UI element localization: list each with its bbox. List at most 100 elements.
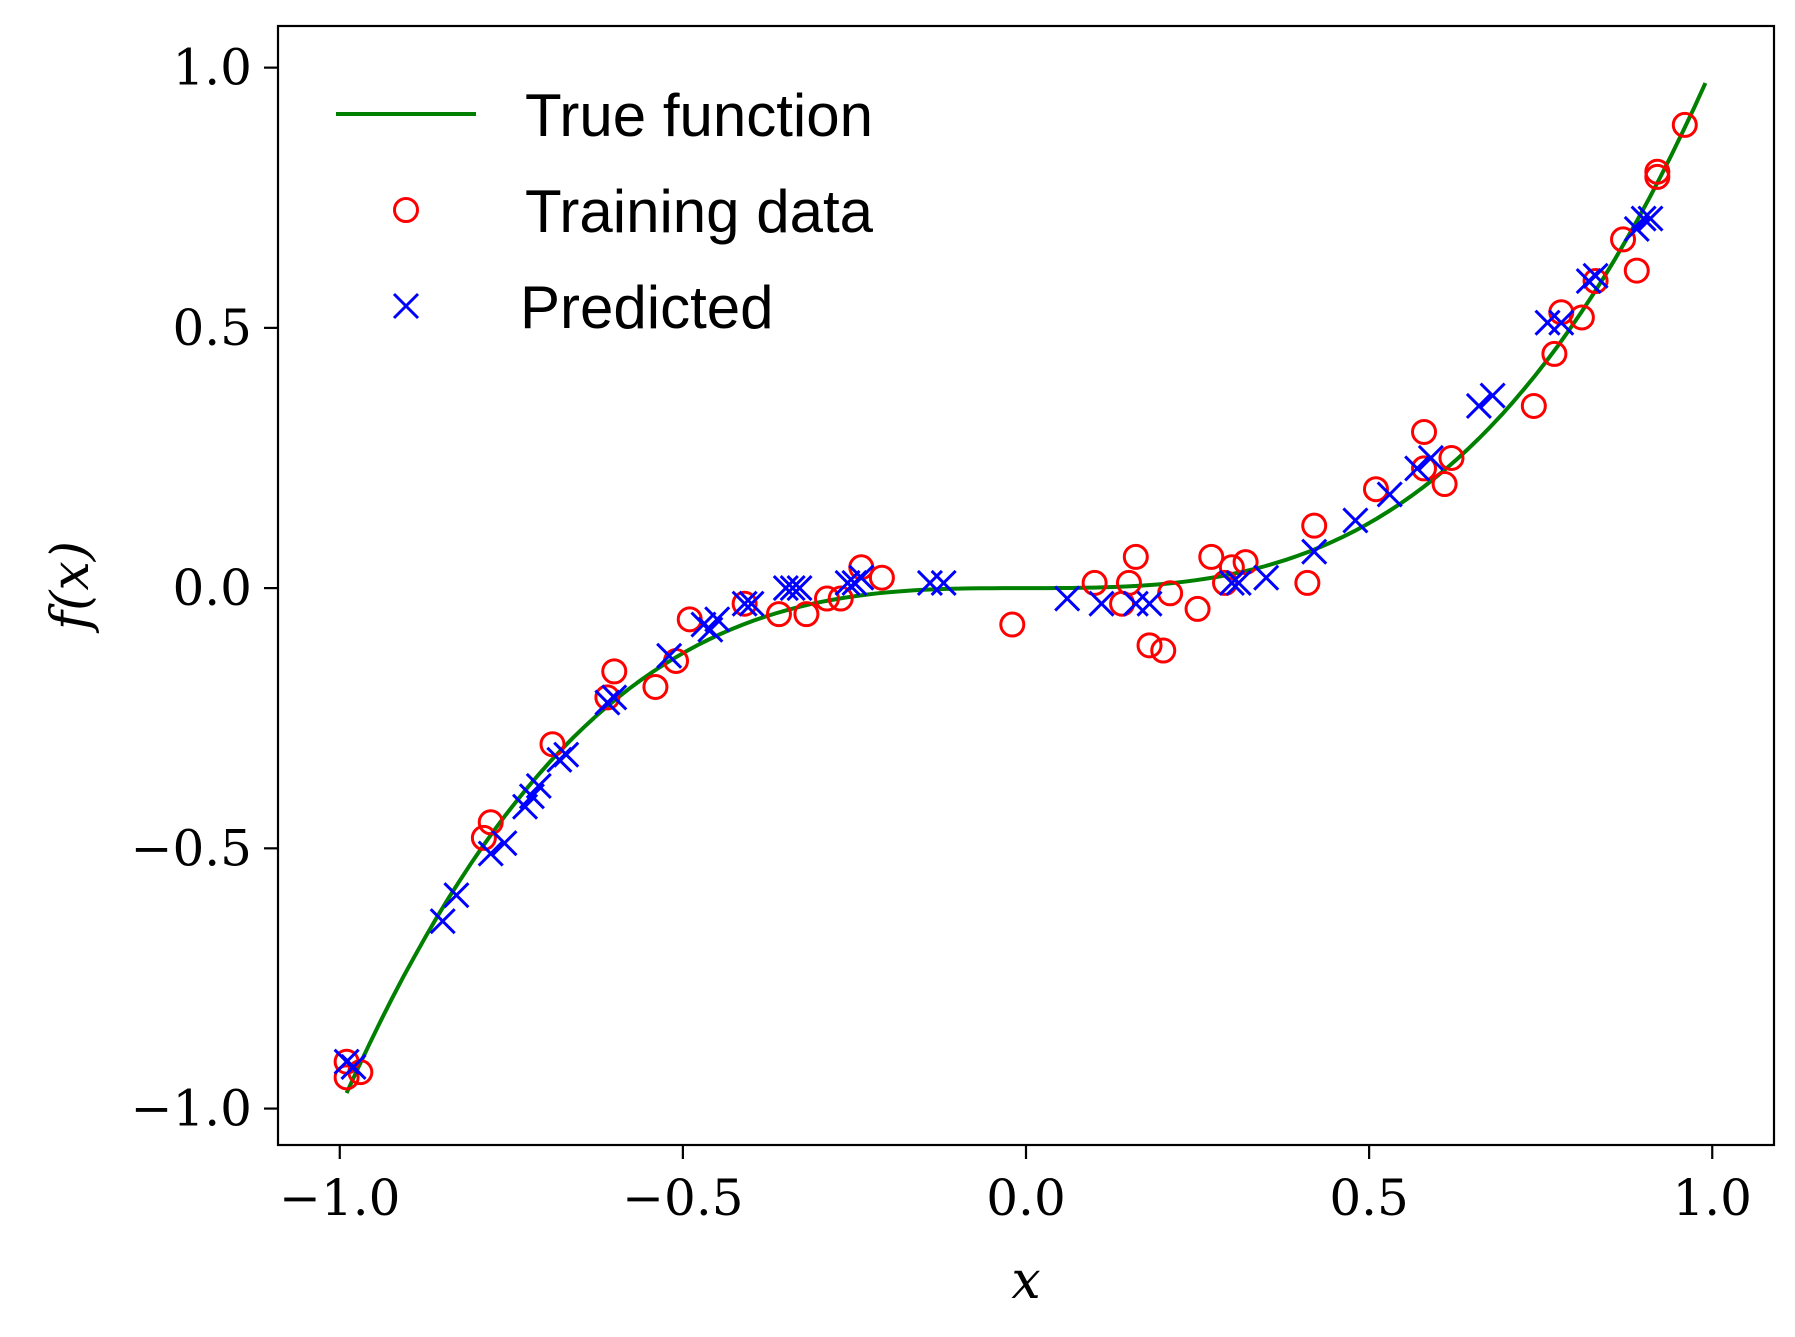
predicted-point — [834, 569, 861, 596]
training-data-point — [1198, 543, 1225, 570]
predicted-point — [1637, 205, 1664, 232]
predicted-point — [443, 882, 470, 909]
predicted-point — [930, 569, 957, 596]
training-data-point — [1362, 476, 1389, 503]
x-axis-label: x — [1011, 1251, 1040, 1311]
training-data-point — [1568, 304, 1595, 331]
predicted-point-stroke — [340, 1053, 367, 1080]
predicted-point — [1054, 585, 1081, 612]
y-tick-label: 0.0 — [172, 559, 252, 617]
legend-circle-swatch — [393, 197, 419, 223]
predicted-point-stroke — [1404, 455, 1431, 482]
predicted-point — [772, 575, 799, 602]
true-function-line — [344, 82, 1708, 1094]
training-data-point — [1115, 569, 1142, 596]
training-data-point — [1411, 418, 1438, 445]
predicted-point — [916, 569, 943, 596]
training-data-point — [1294, 569, 1321, 596]
predicted-point — [553, 741, 580, 768]
training-data-point — [1081, 569, 1108, 596]
predicted-point-stroke — [491, 830, 518, 857]
predicted-point — [1582, 262, 1609, 289]
predicted-point — [1122, 590, 1149, 617]
training-data-point — [1541, 340, 1568, 367]
predicted-point — [1534, 309, 1561, 336]
training-data-point — [594, 684, 621, 711]
training-data-point — [1184, 595, 1211, 622]
predicted-point-stroke — [1637, 205, 1664, 232]
training-data-point — [1150, 637, 1177, 664]
y-tick-label: −1.0 — [131, 1080, 252, 1138]
predicted-point — [477, 840, 504, 867]
predicted-point-stroke — [1225, 569, 1252, 596]
y-tick-label: −0.5 — [131, 819, 252, 877]
training-data-point — [793, 601, 820, 628]
predicted-point — [1417, 444, 1444, 472]
predicted-point-stroke — [443, 882, 470, 909]
training-data-point — [1644, 163, 1671, 190]
predicted-point-stroke — [916, 569, 943, 596]
predicted-point — [1301, 538, 1328, 565]
predicted-point — [1136, 590, 1163, 617]
predicted-point — [738, 590, 765, 617]
predicted-point-stroke — [1054, 585, 1081, 612]
x-axis-ticks: −1.0 −0.5 0.0 0.5 1.0 — [279, 1145, 1752, 1227]
predicted-point — [491, 830, 518, 857]
predicted-point-stroke — [601, 684, 628, 711]
training-data-point — [477, 809, 504, 836]
predicted-point — [1404, 455, 1431, 482]
predicted-point — [1225, 569, 1252, 596]
training-data-point — [1232, 549, 1259, 576]
predicted-point-stroke — [1218, 569, 1245, 596]
predicted-point-stroke — [477, 840, 504, 867]
predicted-point — [525, 772, 552, 799]
predicted-point — [731, 590, 758, 617]
y-tick-label: 0.5 — [172, 299, 252, 357]
predicted-point — [1253, 564, 1280, 591]
training-data-point — [1431, 471, 1458, 498]
predicted-point-stroke — [1417, 444, 1444, 472]
training-data-point — [827, 585, 854, 612]
predicted-point-stroke — [525, 772, 552, 799]
training-data-point — [333, 1064, 360, 1091]
predicted-point-stroke — [1548, 309, 1575, 336]
predicted-point-stroke — [848, 564, 875, 591]
training-data-point — [1610, 226, 1637, 253]
training-data-point — [868, 564, 895, 591]
predicted-point — [656, 642, 683, 669]
legend-label-predicted: Predicted — [520, 274, 773, 341]
training-data-point — [1520, 392, 1547, 419]
training-data-point — [1122, 543, 1149, 570]
training-data-point — [642, 673, 669, 700]
predicted-point — [340, 1053, 367, 1080]
legend: True function Training data Predicted — [336, 82, 874, 341]
training-data-point — [539, 731, 566, 758]
predicted-point-stroke — [1534, 309, 1561, 336]
predicted-point-stroke — [1122, 590, 1149, 617]
predicted-point — [1088, 590, 1115, 617]
predicted-point — [429, 908, 456, 935]
predicted-point — [1630, 205, 1657, 232]
predicted-point — [786, 575, 813, 602]
predicted-point-stroke — [1582, 262, 1609, 289]
predicted-point-stroke — [834, 569, 861, 596]
predicted-point — [779, 575, 806, 602]
training-data-point — [1623, 257, 1650, 284]
training-data-point — [813, 585, 840, 612]
predicted-point-stroke — [1253, 564, 1280, 591]
predicted-point-stroke — [1342, 507, 1369, 534]
predicted-point-stroke — [1479, 382, 1506, 409]
training-data-point — [765, 601, 792, 628]
predicted-point-stroke — [1465, 392, 1492, 420]
predicted-point-stroke — [1136, 590, 1163, 617]
training-data-point — [1582, 268, 1609, 295]
predicted-layer — [333, 205, 1664, 1080]
legend-cross-swatch — [392, 292, 420, 320]
predicted-point — [1218, 569, 1245, 596]
predicted-point-stroke — [1630, 205, 1657, 232]
predicted-point-stroke — [553, 741, 580, 768]
predicted-point-stroke — [1301, 538, 1328, 565]
training-data-point — [1438, 444, 1465, 471]
predicted-point-stroke — [930, 569, 957, 596]
